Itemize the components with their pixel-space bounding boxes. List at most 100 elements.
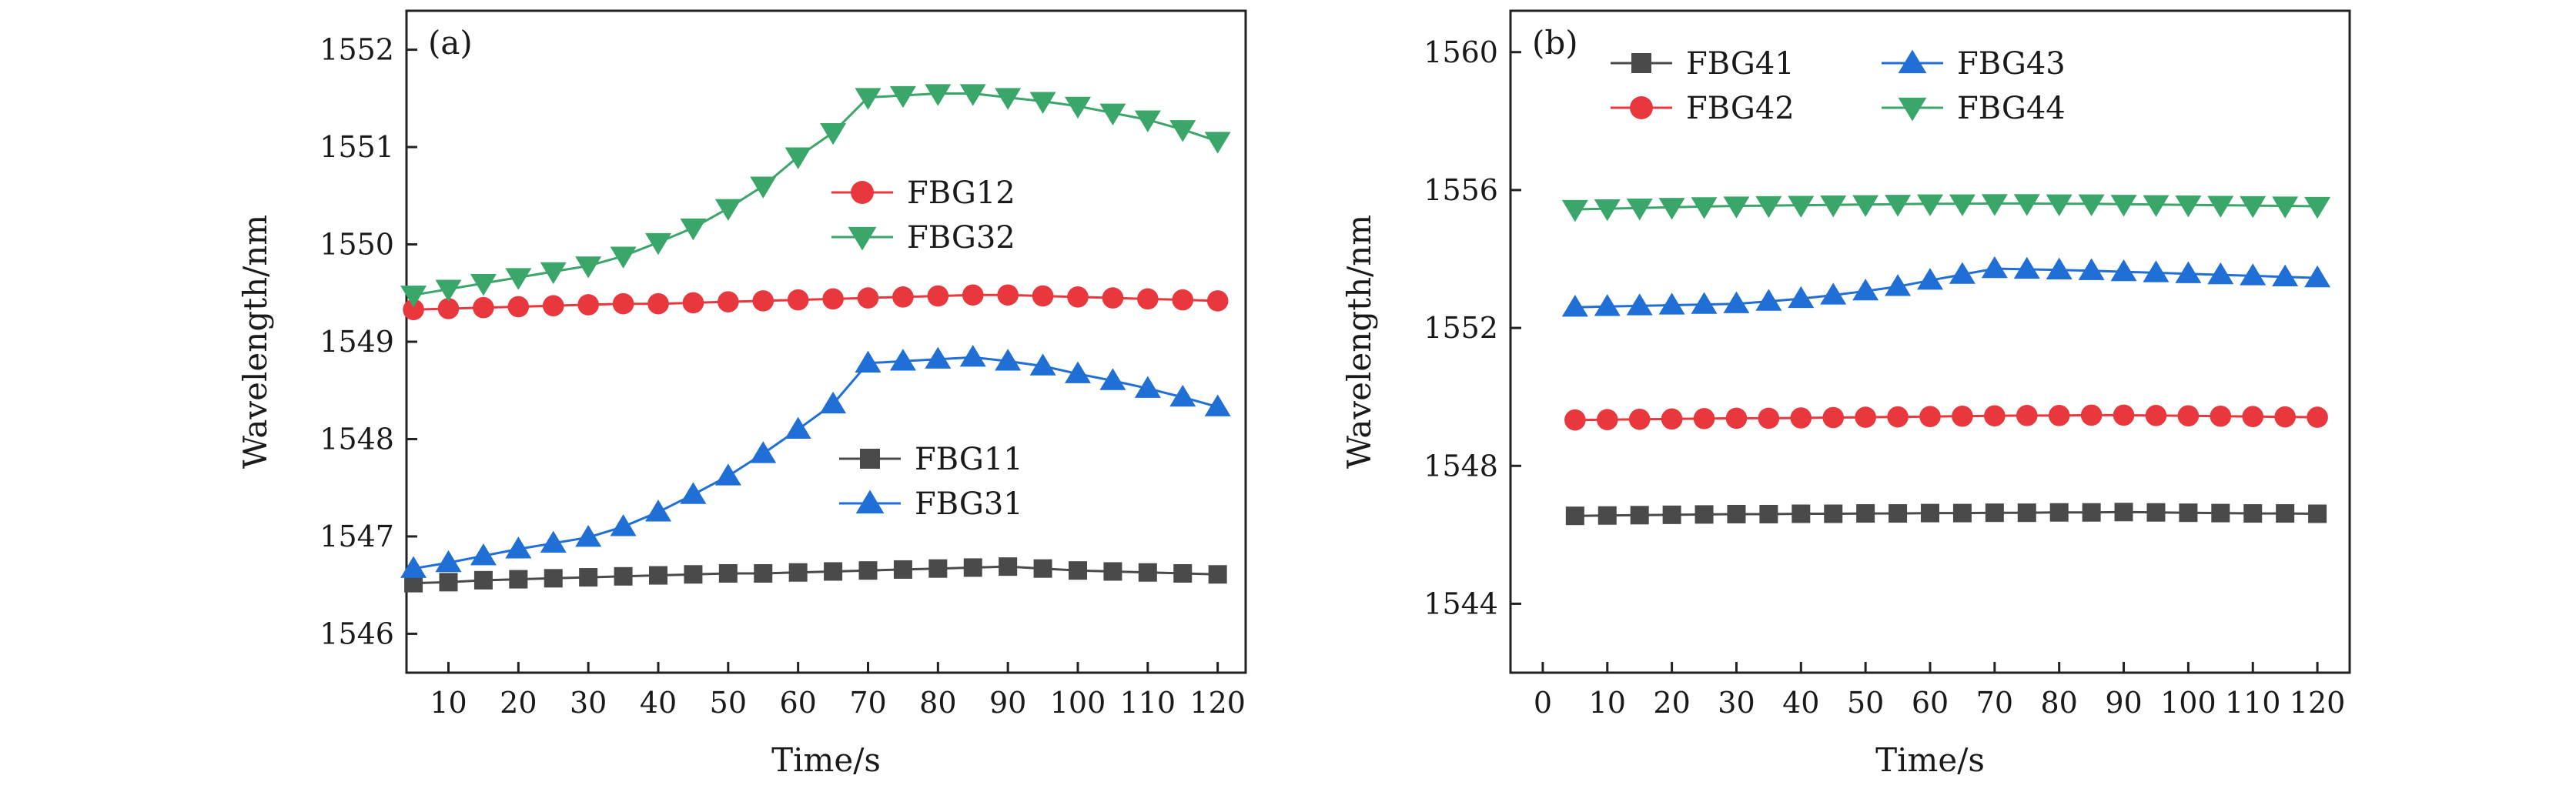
- legend-item: FBG12: [831, 175, 1015, 211]
- data-point: [644, 500, 672, 522]
- data-point: [893, 560, 912, 579]
- data-point: [473, 296, 494, 319]
- data-point: [1855, 406, 1876, 428]
- data-point: [2145, 405, 2167, 426]
- data-point: [400, 556, 427, 578]
- data-point: [544, 569, 563, 588]
- data-point: [680, 482, 707, 504]
- data-point: [1691, 197, 1718, 219]
- series-line: [1574, 510, 2318, 517]
- data-point: [2080, 404, 2103, 426]
- data-point: [999, 557, 1018, 576]
- legend-item: FBG11: [839, 442, 1023, 477]
- data-point: [925, 346, 952, 369]
- data-point: [2013, 256, 2040, 279]
- data-point: [1661, 408, 1683, 430]
- data-point: [1204, 394, 1231, 416]
- data-point: [1985, 503, 2004, 523]
- data-point: [2243, 504, 2263, 523]
- legend: FBG12 FBG32: [831, 175, 1015, 256]
- data-point: [1852, 278, 1879, 301]
- data-point: [787, 289, 809, 311]
- data-point: [470, 543, 497, 566]
- data-point: [1790, 407, 1812, 429]
- legend-marker: [1631, 53, 1651, 73]
- data-point: [1067, 286, 1089, 308]
- data-point: [1596, 409, 1618, 431]
- data-point: [820, 391, 847, 414]
- data-point: [579, 568, 598, 587]
- data-point: [1099, 103, 1126, 125]
- data-point: [857, 287, 879, 309]
- data-point: [2082, 503, 2101, 522]
- data-point: [927, 285, 949, 307]
- data-point: [2046, 257, 2073, 279]
- data-point: [610, 246, 637, 269]
- data-point: [644, 232, 672, 256]
- data-point: [1921, 503, 1939, 523]
- series-fbg12: [403, 284, 1229, 321]
- data-point: [2207, 195, 2234, 218]
- data-point: [1208, 565, 1227, 584]
- data-point: [1594, 294, 1621, 316]
- data-point: [1952, 405, 1973, 427]
- x-tick-label: 90: [989, 686, 1026, 720]
- data-point: [1658, 198, 1685, 220]
- data-point: [2211, 503, 2230, 523]
- legend-label: FBG43: [1957, 46, 2066, 82]
- data-point: [1723, 196, 1750, 219]
- y-tick-label: 1548: [319, 422, 394, 456]
- data-point: [718, 291, 739, 312]
- data-point: [2078, 258, 2105, 280]
- data-point: [575, 525, 602, 547]
- data-point: [2110, 195, 2137, 217]
- x-tick-label: 90: [2105, 686, 2142, 720]
- data-point: [1134, 376, 1161, 398]
- legend-marker: [848, 226, 877, 251]
- x-tick-label: 60: [779, 686, 816, 720]
- data-point: [754, 564, 773, 583]
- legend-label: FBG32: [907, 220, 1015, 256]
- data-point: [714, 199, 741, 221]
- series-fbg11: [404, 557, 1227, 593]
- data-point: [1856, 504, 1875, 523]
- y-tick-label: 1549: [319, 325, 394, 359]
- data-point: [2307, 406, 2328, 428]
- data-point: [1204, 132, 1231, 154]
- legend-marker: [1898, 97, 1927, 122]
- data-point: [682, 292, 704, 314]
- data-point: [2175, 261, 2202, 283]
- panel-a-label: (a): [428, 24, 473, 62]
- data-point: [470, 273, 497, 296]
- data-point: [928, 559, 948, 578]
- series-fbg32: [400, 84, 1231, 308]
- data-point: [2143, 260, 2170, 282]
- data-point: [1824, 504, 1843, 523]
- data-point: [822, 288, 844, 310]
- panel-a-y-axis-title: Wavelength/nm: [236, 215, 274, 469]
- data-point: [785, 147, 811, 169]
- data-point: [437, 298, 460, 319]
- series-fbg31: [400, 345, 1231, 578]
- data-point: [824, 562, 843, 581]
- data-point: [1788, 195, 1815, 218]
- data-point: [1820, 195, 1847, 218]
- data-point: [963, 558, 982, 577]
- series-line: [1574, 267, 2318, 309]
- legend-marker: [1630, 96, 1653, 119]
- data-point: [435, 279, 462, 302]
- y-tick-label: 1546: [319, 617, 394, 650]
- data-point: [1916, 194, 1944, 217]
- series-line: [413, 565, 1218, 585]
- data-point: [997, 284, 1019, 306]
- series-line: [1574, 413, 2318, 422]
- y-tick-label: 1544: [1423, 586, 1498, 620]
- panel-a-series: [400, 84, 1231, 593]
- data-point: [1694, 505, 1714, 524]
- x-tick-label: 0: [1534, 686, 1552, 720]
- data-point: [1626, 199, 1653, 221]
- data-point: [788, 563, 808, 582]
- data-point: [1069, 561, 1087, 580]
- data-point: [1725, 407, 1748, 429]
- x-tick-label: 120: [1189, 686, 1246, 720]
